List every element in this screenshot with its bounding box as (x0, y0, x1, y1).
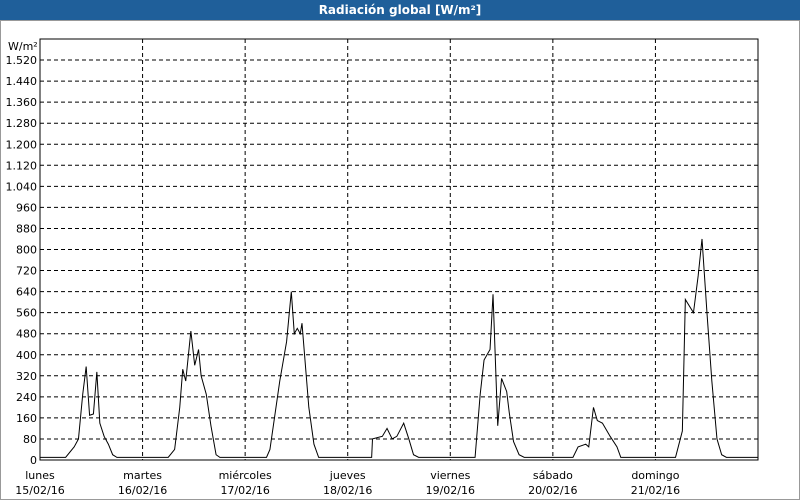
y-tick-label: 1.280 (6, 117, 38, 130)
y-tick-label: 1.520 (6, 54, 38, 67)
y-tick-label: 560 (16, 307, 37, 320)
data-line (40, 238, 758, 458)
y-tick-label: 880 (16, 222, 37, 235)
x-tick-label: lunes (25, 469, 55, 482)
x-tick-date: 20/02/16 (528, 484, 577, 497)
x-tick-date: 17/02/16 (220, 484, 269, 497)
plot-frame (39, 38, 759, 461)
y-tick-label: 1.440 (6, 75, 38, 88)
frame (0, 20, 800, 500)
x-tick-date: 21/02/16 (631, 484, 680, 497)
y-tick-label: 1.360 (6, 96, 38, 109)
x-tick-label: sábado (533, 469, 573, 482)
x-tick-date: 19/02/16 (426, 484, 475, 497)
x-tick-date: 15/02/16 (15, 484, 64, 497)
y-tick-label: 0 (30, 454, 37, 467)
title-bar (0, 0, 800, 20)
x-tick-date: 18/02/16 (323, 484, 372, 497)
y-tick-label: 1.040 (6, 180, 38, 193)
y-tick-label: 320 (16, 370, 37, 383)
y-tick-label: 960 (16, 201, 37, 214)
y-tick-label: 720 (16, 265, 37, 278)
chart-title: Radiación global [W/m²] (319, 3, 482, 17)
y-tick-label: 80 (23, 433, 37, 446)
x-tick-label: viernes (430, 469, 470, 482)
y-tick-label: 1.120 (6, 159, 38, 172)
x-tick-label: martes (123, 469, 162, 482)
y-tick-label: 640 (16, 286, 37, 299)
x-tick-date: 16/02/16 (118, 484, 167, 497)
y-tick-label: 1.200 (6, 138, 38, 151)
y-tick-label: 400 (16, 349, 37, 362)
x-tick-label: miércoles (219, 469, 272, 482)
y-tick-label: 800 (16, 244, 37, 257)
y-axis-label: W/m² (8, 40, 38, 53)
y-tick-label: 480 (16, 328, 37, 341)
x-tick-label: domingo (631, 469, 679, 482)
x-tick-label: jueves (329, 469, 366, 482)
y-tick-label: 160 (16, 412, 37, 425)
y-tick-label: 240 (16, 391, 37, 404)
